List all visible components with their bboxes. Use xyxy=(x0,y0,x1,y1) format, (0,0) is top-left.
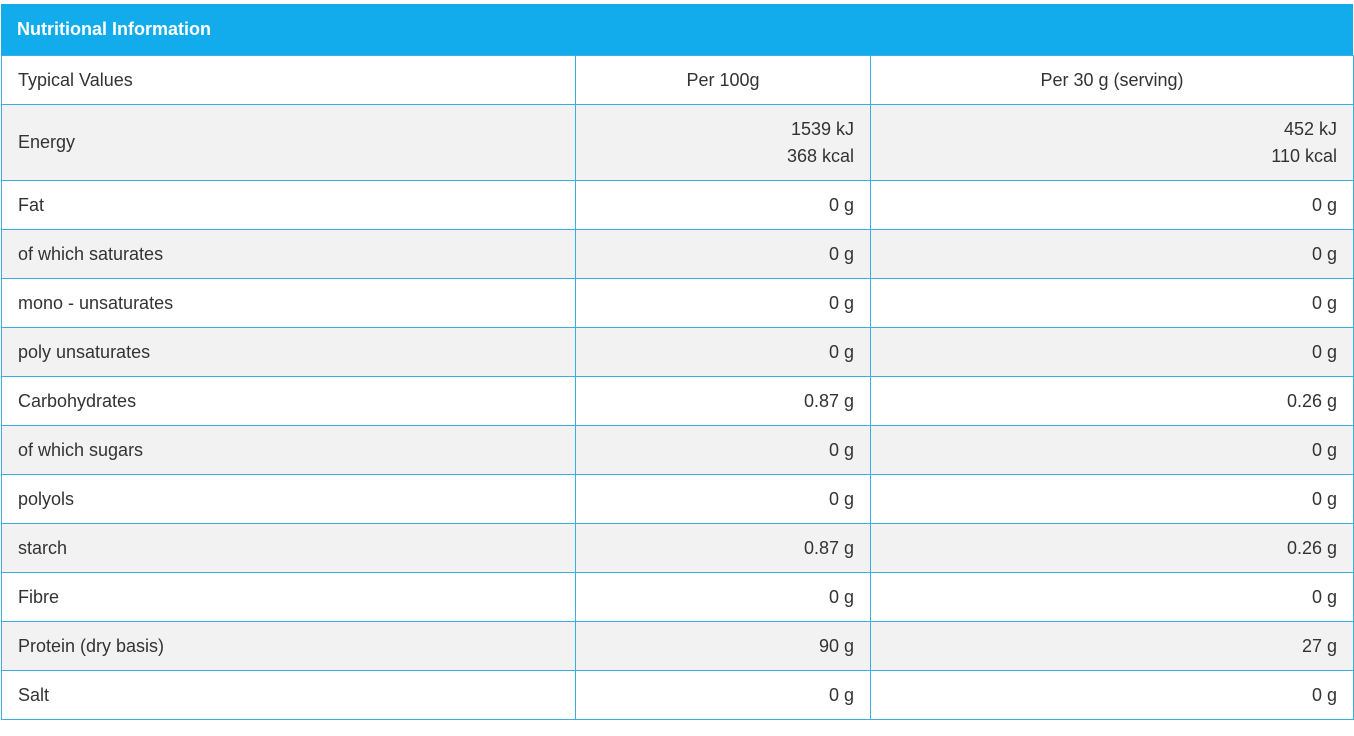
value-line: 110 kcal xyxy=(1271,145,1337,166)
nutrient-label: Fibre xyxy=(1,572,576,622)
value-cell: 0 g xyxy=(870,670,1354,720)
table-row: starch 0.87 g 0.26 g xyxy=(1,523,1354,573)
nutrient-label: of which sugars xyxy=(1,425,576,475)
value-cell: 0 g xyxy=(870,327,1354,377)
nutrient-label: of which saturates xyxy=(1,229,576,279)
table-row: Energy 1539 kJ 368 kcal 452 kJ 110 kcal xyxy=(1,104,1354,181)
value-cell: 27 g xyxy=(870,621,1354,671)
nutrient-label: Salt xyxy=(1,670,576,720)
value-cell: 0 g xyxy=(575,425,871,475)
nutrient-label: Fat xyxy=(1,180,576,230)
value-cell: 0.87 g xyxy=(575,523,871,573)
nutrient-label: starch xyxy=(1,523,576,573)
nutrient-label: mono - unsaturates xyxy=(1,278,576,328)
table-row: Carbohydrates 0.87 g 0.26 g xyxy=(1,376,1354,426)
column-header: Per 100g xyxy=(575,55,871,105)
value-cell: 0 g xyxy=(870,572,1354,622)
nutrient-label: Protein (dry basis) xyxy=(1,621,576,671)
value-cell: 452 kJ 110 kcal xyxy=(870,104,1354,181)
value-cell: 90 g xyxy=(575,621,871,671)
value-line: 368 kcal xyxy=(786,145,854,166)
nutrient-label: Energy xyxy=(1,104,576,181)
value-cell: 0 g xyxy=(575,670,871,720)
column-header: Typical Values xyxy=(1,55,576,105)
value-line: 452 kJ xyxy=(1283,118,1337,139)
nutrient-label: polyols xyxy=(1,474,576,524)
value-cell: 0 g xyxy=(575,278,871,328)
nutrition-panel: Nutritional Information Typical Values Pe… xyxy=(1,4,1354,720)
column-header: Per 30 g (serving) xyxy=(870,55,1354,105)
value-cell: 0 g xyxy=(575,327,871,377)
value-cell: 0 g xyxy=(575,229,871,279)
table-row: Protein (dry basis) 90 g 27 g xyxy=(1,621,1354,671)
value-cell: 0 g xyxy=(870,425,1354,475)
value-cell: 0.87 g xyxy=(575,376,871,426)
value-cell: 0 g xyxy=(575,474,871,524)
value-cell: 1539 kJ 368 kcal xyxy=(575,104,871,181)
value-cell: 0.26 g xyxy=(870,523,1354,573)
value-cell: 0.26 g xyxy=(870,376,1354,426)
value-cell: 0 g xyxy=(870,474,1354,524)
nutrient-label: Carbohydrates xyxy=(1,376,576,426)
value-line: 1539 kJ xyxy=(790,118,854,139)
value-cell: 0 g xyxy=(870,229,1354,279)
value-cell: 0 g xyxy=(575,572,871,622)
value-cell: 0 g xyxy=(870,278,1354,328)
value-cell: 0 g xyxy=(870,180,1354,230)
nutrition-table: Typical Values Per 100g Per 30 g (serving)… xyxy=(1,55,1354,720)
panel-title: Nutritional Information xyxy=(1,4,1353,55)
header-row: Typical Values Per 100g Per 30 g (serving) xyxy=(1,55,1354,105)
nutrient-label: poly unsaturates xyxy=(1,327,576,377)
value-cell: 0 g xyxy=(575,180,871,230)
